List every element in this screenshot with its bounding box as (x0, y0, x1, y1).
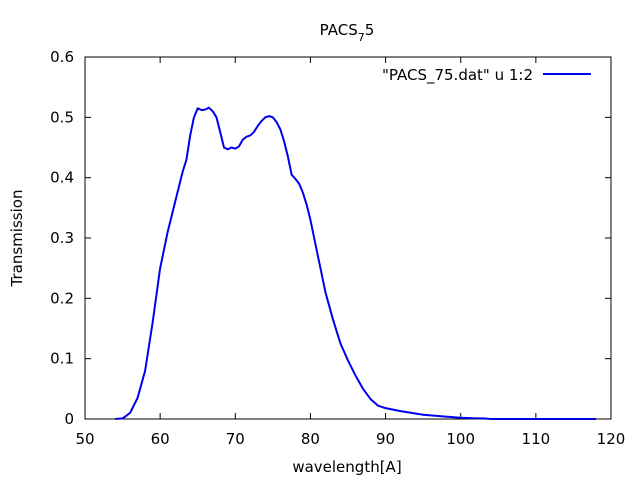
y-tick-label: 0.1 (50, 350, 74, 368)
x-tick-label: 60 (151, 430, 170, 448)
chart-title: PACS75 (320, 21, 375, 44)
x-axis-title: wavelength[A] (292, 458, 401, 476)
y-tick-label: 0.5 (50, 108, 74, 126)
x-tick-label: 90 (376, 430, 395, 448)
x-tick-label: 120 (597, 430, 626, 448)
x-tick-label: 100 (446, 430, 475, 448)
y-tick-label: 0.6 (50, 48, 74, 66)
y-tick-label: 0 (64, 410, 74, 428)
chart-title-tail: 5 (365, 21, 375, 39)
chart-title-main: PACS (320, 21, 358, 39)
y-axis-title: Transmission (8, 190, 26, 288)
legend-label: "PACS_75.dat" u 1:2 (382, 66, 533, 85)
y-tick-label: 0.2 (50, 289, 74, 307)
chart-title-subscript: 7 (358, 31, 365, 44)
x-tick-label: 110 (522, 430, 551, 448)
y-axis-ticks: 0 0.1 0.2 0.3 0.4 0.5 0.6 (50, 48, 611, 428)
x-tick-label: 50 (75, 430, 94, 448)
y-tick-label: 0.4 (50, 169, 74, 187)
series-line (114, 106, 596, 420)
y-tick-label: 0.3 (50, 229, 74, 247)
legend: "PACS_75.dat" u 1:2 (382, 66, 591, 85)
x-tick-label: 70 (226, 430, 245, 448)
x-axis-ticks: 50 60 70 80 90 100 110 120 (75, 57, 625, 448)
x-tick-label: 80 (301, 430, 320, 448)
